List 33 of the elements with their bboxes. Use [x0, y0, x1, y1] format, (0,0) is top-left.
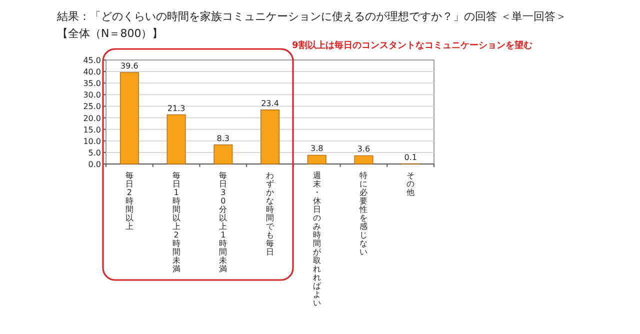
- y-tick-label: 20.0: [83, 114, 101, 123]
- y-tick-label: 45.0: [83, 56, 101, 65]
- bar: [307, 154, 326, 164]
- y-tick-label: 5.0: [88, 148, 101, 158]
- x-tick-label: 毎日2時間以上: [125, 171, 134, 231]
- chart-title: 結果：「どのくらいの時間を家族コミュニケーションに使えるのが理想ですか？」の回答 ＜単一回答＞: [56, 10, 566, 23]
- category-label: 毎日30分以上1時間未満: [219, 171, 228, 274]
- y-tick-label: 30.0: [83, 90, 101, 100]
- chart-subtitle: 【全体（N＝800）】: [57, 27, 164, 40]
- bar: [354, 155, 374, 164]
- data-label: 0.1: [404, 152, 417, 162]
- category-label: 特に必要性を感じない: [360, 171, 368, 256]
- data-label: 21.3: [167, 104, 186, 113]
- y-tick-label: 40.0: [83, 68, 101, 77]
- data-label: 3.6: [357, 144, 370, 154]
- y-tick-label: 10.0: [83, 136, 101, 146]
- data-label: 39.6: [120, 61, 138, 70]
- y-tick-label: 0.0: [88, 160, 101, 169]
- text: 9割以上は毎日のコンスタントなコミュニケーションを望む: [292, 40, 532, 51]
- bar: [120, 72, 139, 164]
- data-label: 23.4: [261, 98, 279, 108]
- bar: [166, 114, 186, 164]
- y-tick-label: 15.0: [83, 125, 101, 134]
- bar: [214, 144, 233, 164]
- category-label: 毎日1時間以上2時間未満: [172, 171, 180, 274]
- data-label: 8.3: [216, 134, 230, 143]
- category-label: 週末・休日のみ時間が取れればよい: [312, 171, 321, 308]
- x-tick-label: その他: [406, 171, 415, 197]
- category-label: わずかな時間でも毎日: [266, 171, 274, 256]
- y-tick-label: 35.0: [83, 79, 101, 88]
- y-tick-label: 25.0: [83, 102, 101, 112]
- data-label: 3.8: [310, 144, 324, 154]
- bar: [260, 110, 280, 164]
